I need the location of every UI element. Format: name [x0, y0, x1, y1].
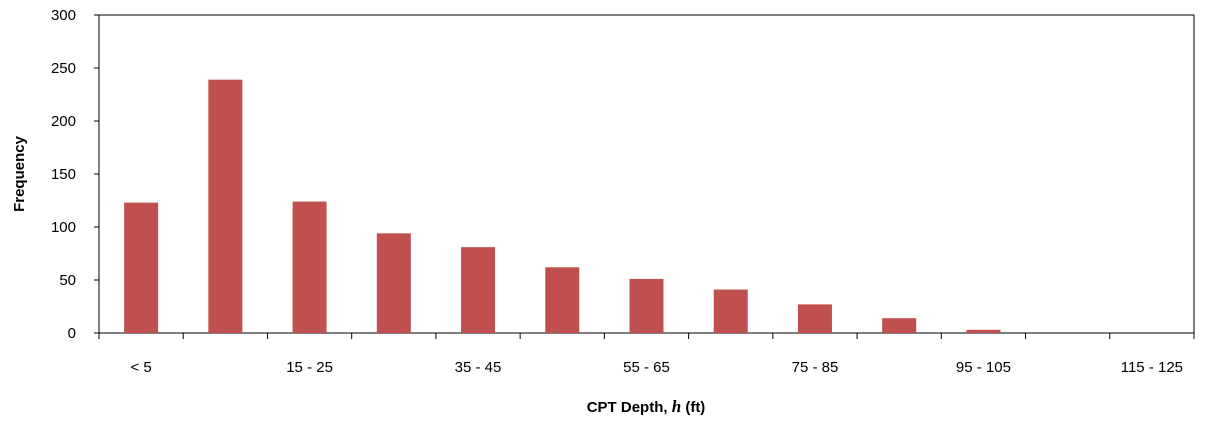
x-axis-title: CPT Depth, h (ft) [587, 397, 706, 416]
x-axis-title-suffix: (ft) [681, 399, 705, 416]
x-axis-labels: < 5 15 - 25 35 - 45 55 - 65 75 - 85 95 - 105 1… [130, 359, 1183, 376]
x-axis-ticks [98, 333, 1195, 339]
bar [461, 247, 496, 333]
y-axis-labels: 0 50 100 150 200 250 300 [51, 7, 76, 342]
x-tick-label: 55 - 65 [623, 359, 670, 376]
bar [124, 202, 159, 333]
y-tick-label: 200 [51, 113, 76, 130]
bar [629, 278, 664, 333]
bar [208, 79, 243, 333]
x-tick-label: 115 - 125 [1121, 359, 1183, 376]
bar [376, 233, 411, 333]
y-tick-label: 300 [51, 7, 76, 24]
y-axis-title: Frequency [11, 135, 28, 212]
y-tick-label: 250 [51, 60, 76, 77]
x-tick-label: < 5 [130, 359, 151, 376]
bar [545, 267, 580, 333]
bar [713, 289, 748, 333]
y-tick-label: 100 [51, 219, 76, 236]
x-axis-title-prefix: CPT Depth, [587, 399, 672, 416]
bar [966, 329, 1001, 333]
x-tick-label: 95 - 105 [956, 359, 1011, 376]
bar [292, 201, 327, 333]
x-tick-label: 35 - 45 [455, 359, 502, 376]
bar [797, 304, 832, 333]
x-axis-title-variable: h [672, 397, 681, 416]
y-tick-label: 50 [59, 272, 76, 289]
y-tick-label: 150 [51, 166, 76, 183]
bar [882, 318, 917, 333]
y-axis-ticks [94, 14, 99, 334]
y-tick-label: 0 [68, 325, 76, 342]
x-tick-label: 75 - 85 [792, 359, 839, 376]
x-tick-label: 15 - 25 [286, 359, 333, 376]
bars [124, 79, 1001, 333]
